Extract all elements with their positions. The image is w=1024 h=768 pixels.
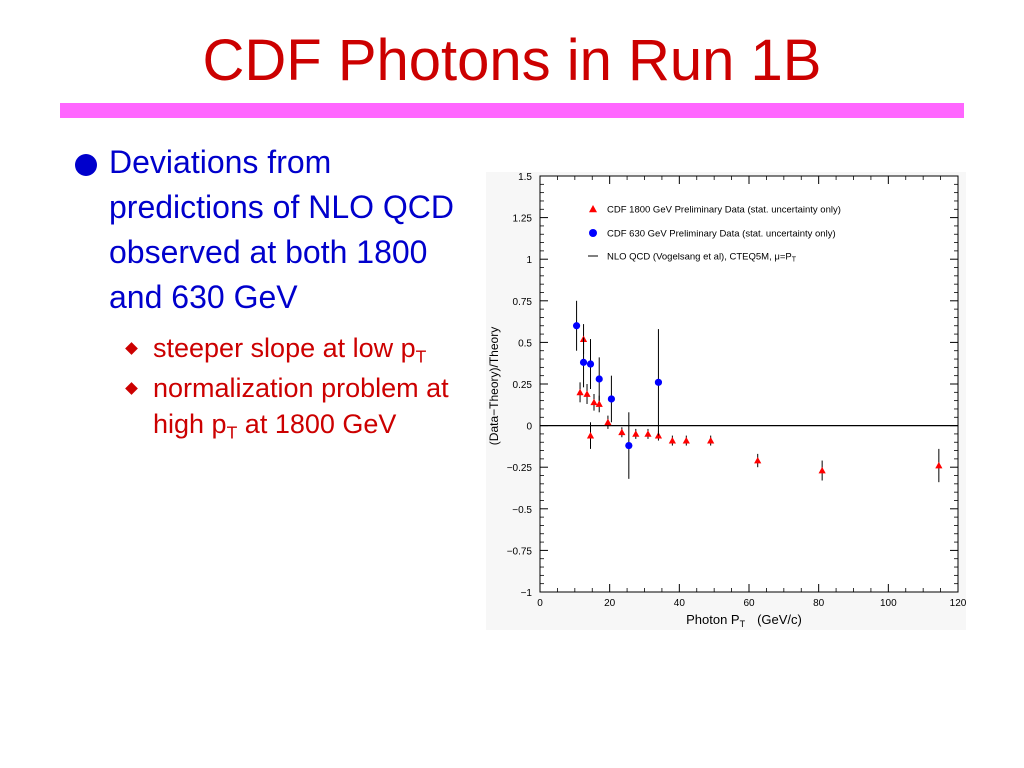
x-axis-label-units: (GeV/c) <box>757 612 802 627</box>
data-point-1800gev <box>682 436 690 444</box>
x-tick-label: 80 <box>813 598 825 609</box>
data-point-1800gev <box>590 398 598 406</box>
x-tick-label: 0 <box>537 598 543 609</box>
data-point-630gev <box>595 375 603 383</box>
data-point-1800gev <box>583 390 591 397</box>
data-point-1800gev <box>754 456 762 464</box>
y-tick-label: 0.5 <box>518 338 532 349</box>
chart-panel: −1 −0.75 −0.5 −0.25 0 0.25 0.5 0.75 1 1.25 1.5 0 20 4… <box>486 172 967 630</box>
scatter-chart: −1 −0.75 −0.5 −0.25 0 0.25 0.5 0.75 1 1.25 1.5 0 20 4… <box>487 172 967 629</box>
y-tick-label: 1.5 <box>518 172 532 183</box>
data-point-1800gev <box>668 436 676 444</box>
data-point-1800gev <box>935 461 943 469</box>
y-tick-label: −1 <box>521 588 533 599</box>
sub-bullet-normalization-text: normalization problem at high pT at 1800… <box>153 370 493 442</box>
y-tick-label: 1 <box>526 255 532 266</box>
pt-subscript: T <box>226 422 238 443</box>
legend: CDF 1800 GeV Preliminary Data (stat. unc… <box>588 205 841 264</box>
y-tick-label: 0.25 <box>513 380 533 391</box>
data-point-1800gev <box>586 431 595 439</box>
data-point-1800gev <box>632 430 640 437</box>
data-point-1800gev <box>818 466 826 474</box>
bullet-dot-icon <box>75 154 97 176</box>
diamond-bullet-icon <box>125 382 138 395</box>
data-point-630gev <box>572 322 581 330</box>
x-axis-label-main: Photon P <box>686 612 740 627</box>
x-axis-label: Photon PT (GeV/c) <box>686 612 802 629</box>
legend-label: CDF 1800 GeV Preliminary Data (stat. unc… <box>607 205 841 216</box>
y-tick-label: 1.25 <box>513 214 533 225</box>
sub-bullet-normalization-label: normalization problem at high p <box>153 373 449 439</box>
x-axis-label-sub: T <box>740 619 746 629</box>
data-point-1800gev <box>576 388 584 396</box>
data-point-1800gev <box>595 400 603 407</box>
sub-bullet-slope-text: steeper slope at low pT <box>153 330 493 366</box>
data-point-630gev <box>607 395 616 403</box>
main-bullet: Deviations from predictions of NLO QCD o… <box>75 140 495 320</box>
pt-subscript: T <box>415 346 427 367</box>
y-tick-label: −0.25 <box>507 463 533 474</box>
y-axis-label: (Data−Theory)/Theory <box>487 327 501 445</box>
x-tick-label: 120 <box>950 598 966 609</box>
y-tick-label: −0.75 <box>507 546 533 557</box>
sub-bullet-normalization-label-end: at 1800 GeV <box>237 409 397 439</box>
data-point-1800gev <box>604 418 612 426</box>
x-tick-label: 40 <box>674 598 686 609</box>
x-tick-label: 20 <box>604 598 616 609</box>
legend-label-sub: T <box>792 257 797 264</box>
bullet-list: Deviations from predictions of NLO QCD o… <box>75 140 495 442</box>
data-point-630gev <box>654 378 663 386</box>
data-point-1800gev <box>707 436 715 444</box>
slide-title: CDF Photons in Run 1B <box>202 28 822 93</box>
y-tick-label: 0.75 <box>513 297 533 308</box>
y-tick-label: 0 <box>526 422 532 433</box>
legend-label: NLO QCD (Vogelsang et al), CTEQ5M, μ=PT <box>607 252 797 264</box>
sub-bullet-slope: steeper slope at low pT <box>75 330 495 366</box>
axes: −1 −0.75 −0.5 −0.25 0 0.25 0.5 0.75 1 1.25 1.5 0 20 4… <box>507 172 967 609</box>
legend-label: CDF 630 GeV Preliminary Data (stat. unce… <box>607 229 836 240</box>
data-point-630gev <box>625 441 633 450</box>
sub-bullet-slope-label: steeper slope at low p <box>153 333 416 363</box>
x-tick-label: 100 <box>880 598 897 609</box>
data-point-1800gev <box>644 430 652 437</box>
data-point-1800gev <box>618 428 626 436</box>
legend-circle-marker <box>589 229 597 237</box>
title-divider <box>60 103 964 118</box>
plot-frame <box>539 175 959 593</box>
y-tick-label: −0.5 <box>512 505 532 516</box>
sub-bullet-normalization: normalization problem at high pT at 1800… <box>75 370 495 442</box>
data-point-630gev <box>579 358 588 366</box>
x-tick-label: 60 <box>743 598 755 609</box>
data-points <box>572 300 943 483</box>
legend-triangle-marker <box>589 205 597 213</box>
data-point-630gev <box>586 360 595 368</box>
diamond-bullet-icon <box>125 342 138 355</box>
main-bullet-text: Deviations from predictions of NLO QCD o… <box>109 144 455 315</box>
